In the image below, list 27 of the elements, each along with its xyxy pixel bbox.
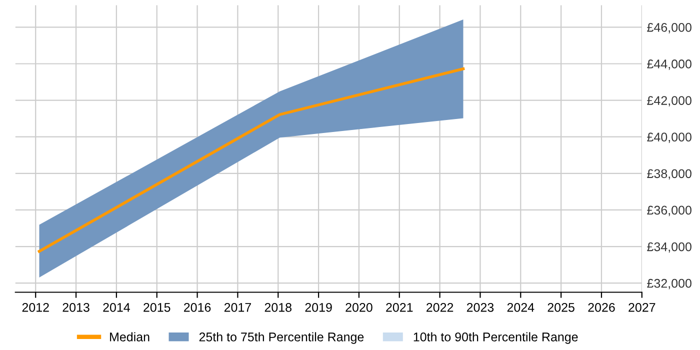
x-tick-label: 2023 [466,302,494,312]
y-tick-label: £40,000 [647,132,692,143]
x-tick-label: 2014 [103,302,130,312]
legend-label: Median [110,332,150,342]
x-tick-label: 2018 [264,302,292,312]
x-tick-label: 2012 [22,302,49,312]
x-tick-label: 2026 [588,302,615,312]
y-tick-label: £46,000 [647,22,692,34]
y-tick-label: £38,000 [647,169,692,180]
legend-label: 10th to 90th Percentile Range [414,332,578,344]
x-tick-label: 2017 [224,302,251,312]
x-tick-label: 2021 [386,302,413,312]
x-tick-label: 2027 [628,302,656,312]
x-tick-label: 2013 [62,302,90,312]
x-tick-label: 2024 [507,302,534,312]
x-tick-label: 2015 [144,302,170,312]
y-tick-label: £44,000 [647,60,692,70]
y-tick-label: £36,000 [647,206,692,216]
x-tick-label: 2025 [548,302,574,312]
y-tick-label: £32,000 [647,278,692,290]
x-tick-label: 2020 [346,302,372,312]
y-tick-label: £42,000 [647,96,692,106]
x-tick-label: 2022 [426,302,454,312]
y-tick-label: £34,000 [647,242,692,253]
legend-label: 25th to 75th Percentile Range [199,332,364,344]
x-tick-label: 2019 [305,302,332,312]
x-tick-label: 2016 [184,302,211,312]
